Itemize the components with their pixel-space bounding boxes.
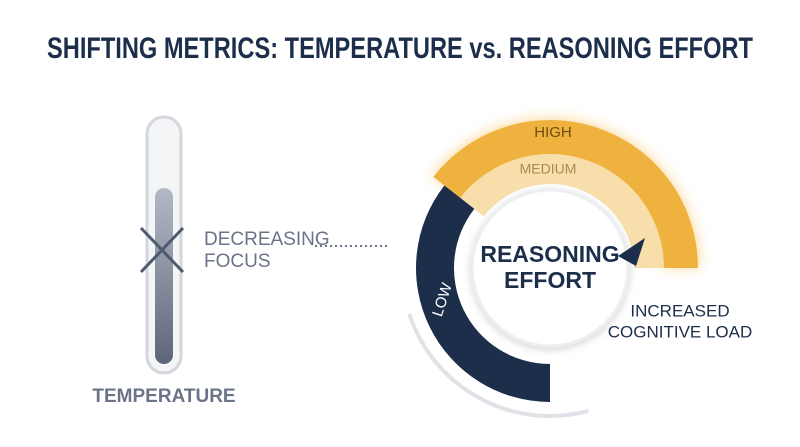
level-label: HIGH (534, 124, 572, 141)
gauge (407, 117, 700, 418)
center-label: EFFORT (504, 267, 596, 293)
high-band (433, 119, 698, 268)
gauge-center (470, 188, 630, 348)
title: SHIFTING METRICS: TEMPERATURE vs. REASON… (47, 32, 753, 65)
annotation-line: INCREASED (630, 301, 729, 320)
thermometer-fill (155, 188, 173, 364)
thermometer-label: TEMPERATURE (92, 386, 235, 407)
level-label: MEDIUM (520, 161, 577, 177)
center-label: REASONING (480, 241, 619, 267)
annotation-line: DECREASING (204, 229, 330, 250)
outer-ring (407, 313, 589, 418)
annotation-line: COGNITIVE LOAD (608, 322, 753, 341)
annotation-line: FOCUS (204, 251, 271, 272)
low-band (415, 185, 550, 402)
medium-band (460, 153, 664, 268)
cross-mark (139, 226, 185, 274)
gauge-pointer (618, 238, 645, 266)
